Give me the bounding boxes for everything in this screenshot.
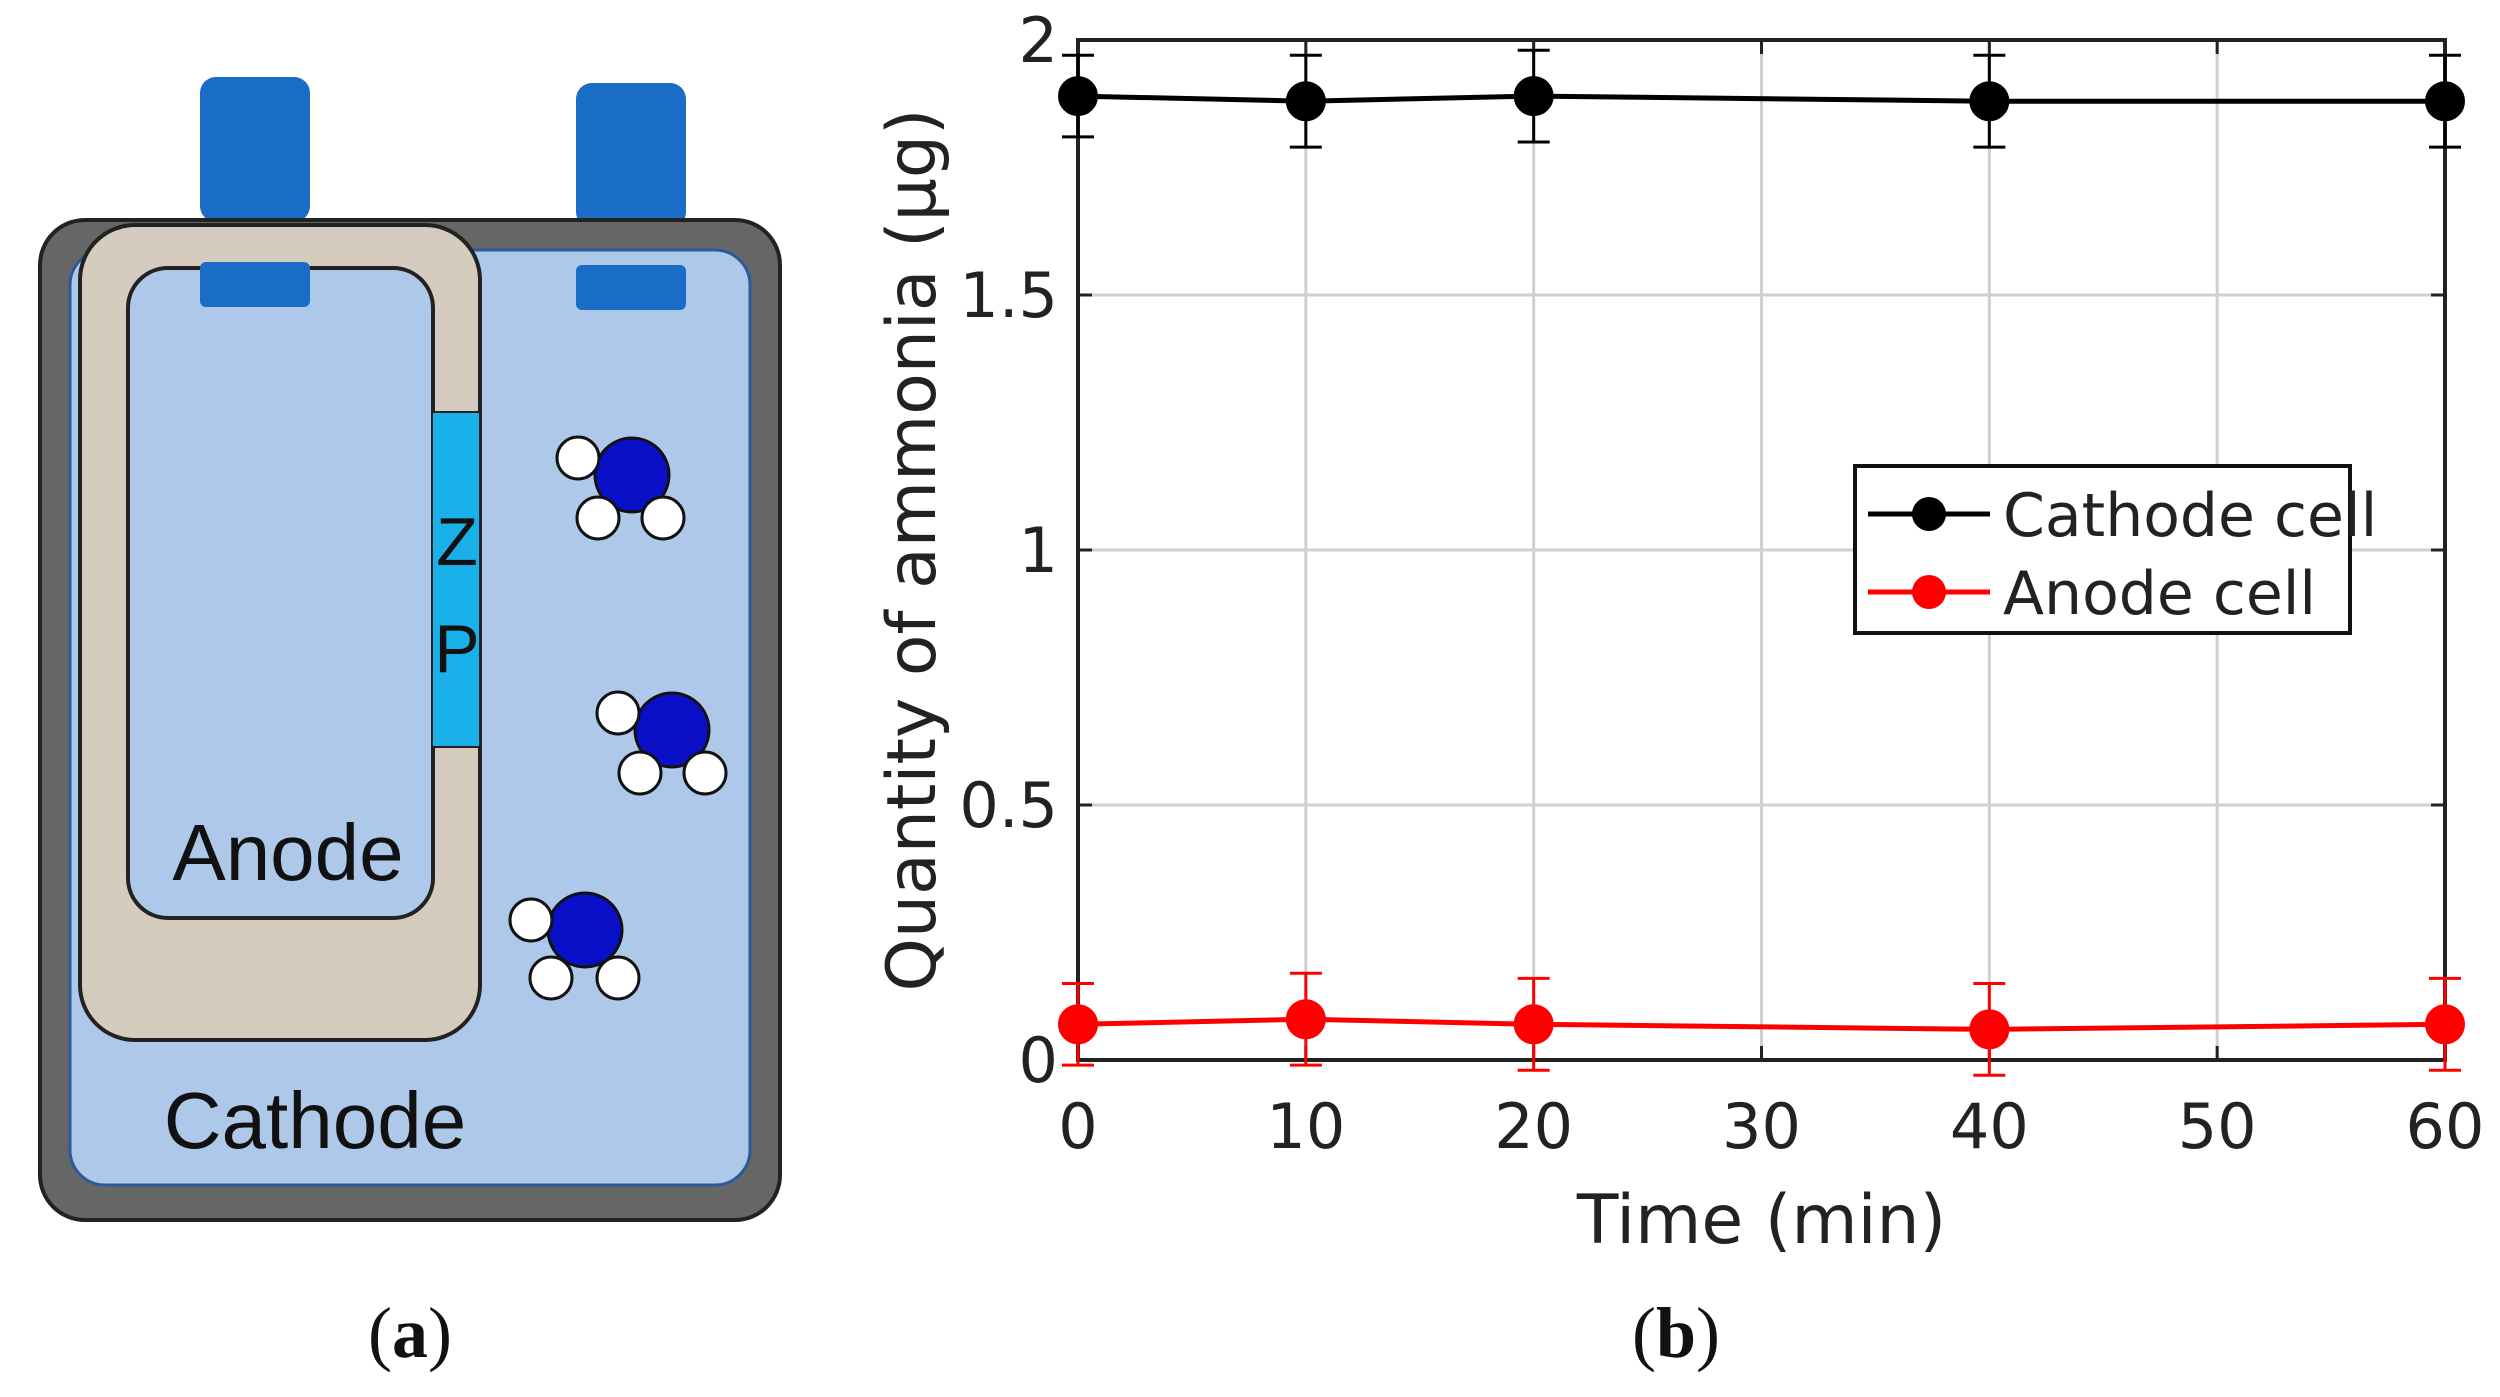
y-tick-label: 1.5: [959, 259, 1058, 332]
x-tick-label: 50: [2178, 1090, 2257, 1163]
y-tick-label: 2: [1019, 4, 1058, 77]
ammonia-molecule-icon: [555, 435, 686, 541]
axis-ticks: 0 10 20 30 40 50 60 0 0.5 1 1.5 2: [959, 4, 2484, 1163]
series-layer: [1058, 48, 2465, 1077]
x-tick-label: 40: [1950, 1090, 2029, 1163]
x-tick-label: 10: [1266, 1090, 1345, 1163]
panel-a-caption: (a): [368, 1293, 452, 1373]
series-line: [1077, 93, 2445, 104]
legend: Cathode cell Anode cell: [1853, 464, 2377, 635]
data-point: [1058, 76, 1098, 117]
membrane: [431, 411, 481, 748]
legend-label: Cathode cell: [2003, 481, 2377, 551]
data-point: [1513, 1004, 1554, 1045]
data-point: [1285, 81, 1326, 122]
legend-entry: Anode cell: [1868, 559, 2316, 629]
ammonia-molecule-icon: [508, 891, 641, 1001]
data-point: [1058, 1004, 1098, 1045]
legend-entry: Cathode cell: [1868, 481, 2377, 551]
y-tick-label: 1: [1019, 514, 1058, 587]
data-point: [1969, 1009, 2010, 1050]
legend-label: Anode cell: [2003, 559, 2316, 629]
data-point: [1285, 999, 1326, 1040]
data-point: [2425, 1004, 2465, 1045]
panel-b-caption: (b): [1632, 1293, 1720, 1373]
cell-diagram: Z P Anode Cathode: [38, 77, 782, 1222]
ammonia-chart: 0 10 20 30 40 50 60 0 0.5 1 1.5 2 Time (min) Quanti…: [873, 4, 2484, 1260]
membrane-label-top: Z: [436, 504, 478, 580]
data-point: [1513, 76, 1554, 117]
y-tick-label: 0.5: [959, 769, 1058, 842]
cathode-terminal-stub: [576, 265, 686, 310]
anode-label: Anode: [172, 808, 403, 897]
cathode-label: Cathode: [164, 1076, 466, 1165]
series-0: [1058, 48, 2465, 149]
x-axis-label: Time (min): [1576, 1181, 1946, 1260]
y-tick-label: 0: [1019, 1024, 1058, 1097]
legend-swatch-marker: [1912, 575, 1946, 609]
membrane-label-bottom: P: [434, 611, 479, 687]
y-axis-label: Quantity of ammonia (μg): [873, 108, 952, 991]
anode-terminal-icon: [200, 77, 310, 222]
series-1: [1058, 971, 2465, 1077]
ammonia-molecule-icon: [595, 690, 728, 796]
x-tick-label: 60: [2406, 1090, 2485, 1163]
x-tick-label: 30: [1722, 1090, 1801, 1163]
x-tick-label: 20: [1494, 1090, 1573, 1163]
data-point: [1969, 81, 2010, 122]
x-tick-label: 0: [1058, 1090, 1097, 1163]
cathode-terminal-icon: [576, 83, 686, 228]
legend-swatch-marker: [1912, 497, 1946, 531]
data-point: [2425, 81, 2465, 122]
anode-terminal-stub: [200, 262, 310, 307]
